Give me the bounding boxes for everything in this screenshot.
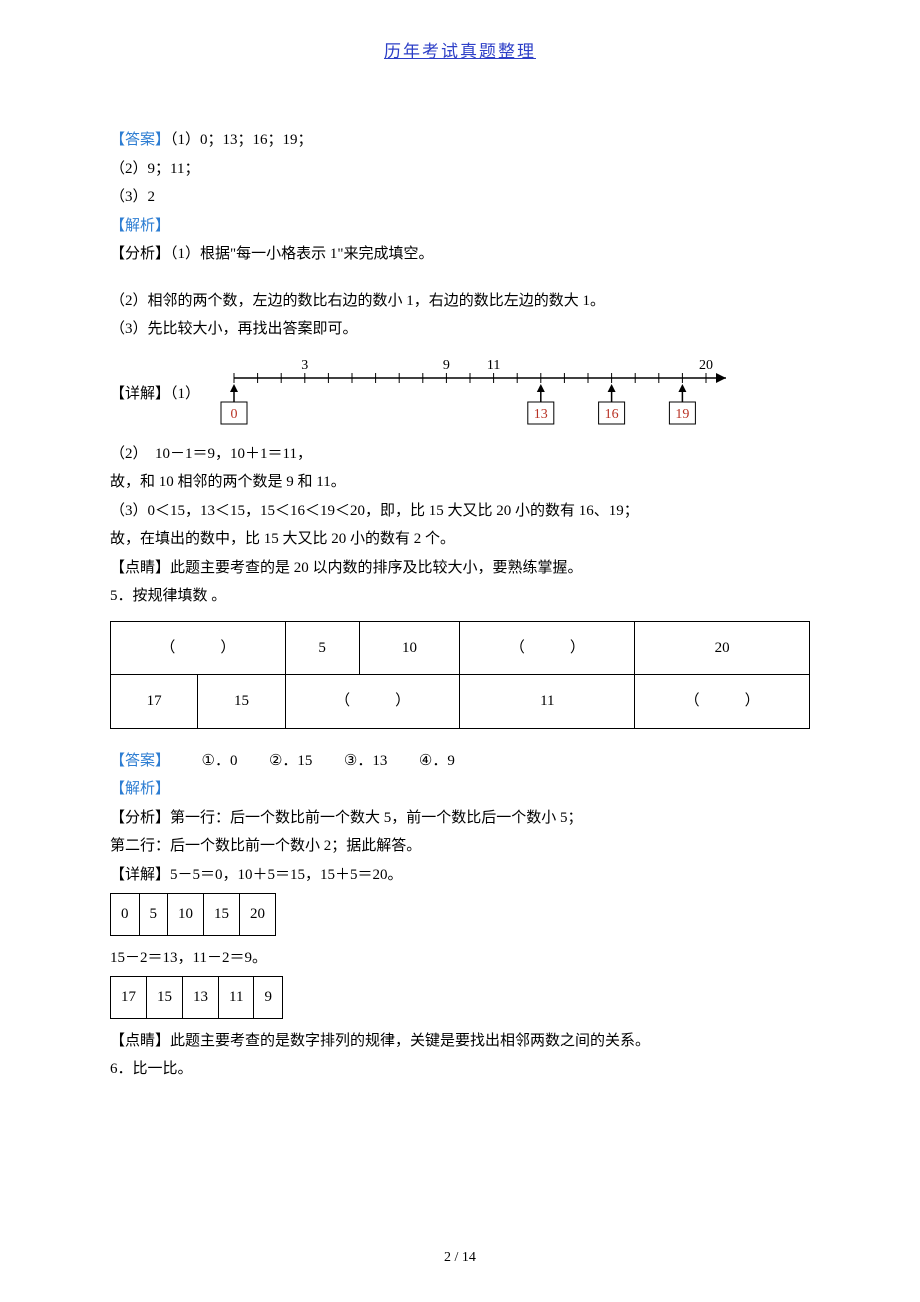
answer-line-3: （3）2 <box>110 183 810 212</box>
fenxi-1-l2: （2）相邻的两个数，左边的数比右边的数小 1，右边的数比左边的数大 1。 <box>110 287 810 316</box>
table-cell: 10 <box>359 621 460 675</box>
fenxi-2-l2: 第二行：后一个数比前一个数小 2；据此解答。 <box>110 832 810 861</box>
xiangjie-1-l4: （3）0＜15，13＜15，15＜16＜19＜20，即，比 15 大又比 20 … <box>110 497 810 526</box>
svg-text:19: 19 <box>675 407 689 422</box>
q5-title: 5．按规律填数 。 <box>110 582 810 611</box>
xiangjie-1-l5: 故，在填出的数中，比 15 大又比 20 小的数有 2 个。 <box>110 525 810 554</box>
svg-text:11: 11 <box>487 358 500 373</box>
answer-2-item-3: ③．13 <box>344 747 387 776</box>
doc-title: 历年考试真题整理 <box>110 36 810 68</box>
fenxi-1-l3: （3）先比较大小，再找出答案即可。 <box>110 315 810 344</box>
table-cell: 17 <box>111 675 198 729</box>
table-cell: 11 <box>219 977 254 1019</box>
small-table-1: 05101520 <box>110 893 276 936</box>
table-cell: 20 <box>635 621 810 675</box>
q6-title: 6．比一比。 <box>110 1055 810 1084</box>
answer-2-label: 【答案】 <box>110 747 170 776</box>
svg-text:16: 16 <box>605 407 619 422</box>
answer-text: （1）0；13；16；19； <box>170 132 313 148</box>
table-cell: （ ） <box>285 675 460 729</box>
number-line-row: 【详解】（1） 3 9 11 20 0 13 16 19 <box>110 354 810 434</box>
table-cell: 10 <box>168 894 204 936</box>
svg-text:0: 0 <box>231 407 238 422</box>
svg-text:13: 13 <box>534 407 548 422</box>
fenxi-1: 【分析】（1）根据"每一小格表示 1"来完成填空。 <box>110 240 810 269</box>
answer-2-item-2: ②．15 <box>269 747 312 776</box>
xiangjie-2-l1: 【详解】5－5＝0，10＋5＝15，15＋5＝20。 <box>110 861 810 890</box>
answer-2-item-1: ①．0 <box>202 747 238 776</box>
table-cell: （ ） <box>635 675 810 729</box>
table-cell: 20 <box>240 894 276 936</box>
answer-line-2: （2）9；11； <box>110 155 810 184</box>
page-container: 历年考试真题整理 【答案】（1）0；13；16；19； （2）9；11； （3）… <box>0 0 920 1302</box>
table-cell: 9 <box>254 977 283 1019</box>
table-cell: 13 <box>183 977 219 1019</box>
spacer <box>110 269 810 287</box>
table-cell: 5 <box>285 621 359 675</box>
page-footer: 2 / 14 <box>0 1245 920 1272</box>
xiangjie-1-l2: （2） 10－1＝9，10＋1＝11， <box>110 440 810 469</box>
table-cell: 15 <box>204 894 240 936</box>
jiexi-label-2: 【解析】 <box>110 775 810 804</box>
dianqing-2: 【点睛】此题主要考查的是数字排列的规律，关键是要找出相邻两数之间的关系。 <box>110 1027 810 1056</box>
number-line-diagram: 3 9 11 20 0 13 16 19 <box>206 354 736 434</box>
fenxi-2: 【分析】第一行：后一个数比前一个数大 5，前一个数比后一个数小 5； <box>110 804 810 833</box>
table-cell: 15 <box>147 977 183 1019</box>
xiangjie-1-label: 【详解】（1） <box>110 380 200 409</box>
table-cell: （ ） <box>460 621 635 675</box>
table-cell: 5 <box>139 894 168 936</box>
svg-text:9: 9 <box>443 358 450 373</box>
table-cell: （ ） <box>111 621 286 675</box>
jiexi-label-1: 【解析】 <box>110 212 810 241</box>
svg-text:3: 3 <box>301 358 308 373</box>
answer-label: 【答案】 <box>110 132 170 148</box>
answer-2-row: 【答案】 ①．0 ②．15 ③．13 ④．9 <box>110 747 810 776</box>
svg-text:20: 20 <box>699 358 713 373</box>
table-cell: 15 <box>198 675 285 729</box>
answer-line-1: 【答案】（1）0；13；16；19； <box>110 126 810 155</box>
dianqing-1: 【点睛】此题主要考查的是 20 以内数的排序及比较大小，要熟练掌握。 <box>110 554 810 583</box>
answer-2-item-4: ④．9 <box>419 747 455 776</box>
table-cell: 11 <box>460 675 635 729</box>
xiangjie-1-l3: 故，和 10 相邻的两个数是 9 和 11。 <box>110 468 810 497</box>
small-table-2: 171513119 <box>110 976 283 1019</box>
table-cell: 17 <box>111 977 147 1019</box>
table-cell: 0 <box>111 894 140 936</box>
xiangjie-2-l2: 15－2＝13，11－2＝9。 <box>110 944 810 973</box>
q5-table: （ ）510（ ）201715（ ）11（ ） <box>110 621 810 729</box>
